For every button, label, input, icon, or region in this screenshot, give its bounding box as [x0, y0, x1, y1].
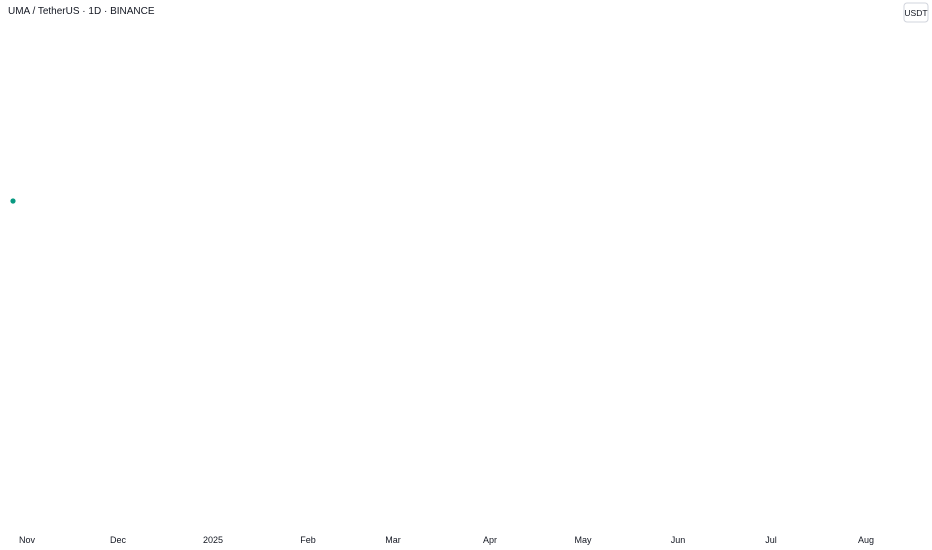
x-tick-label: 2025: [203, 535, 223, 545]
currency-label: USDT: [904, 8, 927, 18]
x-tick-label: Apr: [483, 535, 497, 545]
x-tick-label: Aug: [858, 535, 874, 545]
x-tick-label: Mar: [385, 535, 401, 545]
x-tick-label: May: [574, 535, 592, 545]
price-axis-background: [893, 24, 932, 550]
left-marker-dot: [10, 198, 16, 204]
symbol-header: UMA / TetherUS · 1D · BINANCE: [8, 6, 155, 17]
x-tick-label: Dec: [110, 535, 127, 545]
time-axis[interactable]: Nov Dec 2025 Feb Mar Apr May Jun Jul Aug: [19, 535, 874, 545]
x-tick-label: Jun: [671, 535, 686, 545]
currency-box[interactable]: [903, 2, 929, 23]
x-tick-label: Nov: [19, 535, 36, 545]
x-tick-label: Jul: [765, 535, 777, 545]
price-axis[interactable]: 4.6004.2003.8003.4003.0002.7002.4002.000…: [893, 0, 932, 550]
x-tick-label: Feb: [300, 535, 316, 545]
